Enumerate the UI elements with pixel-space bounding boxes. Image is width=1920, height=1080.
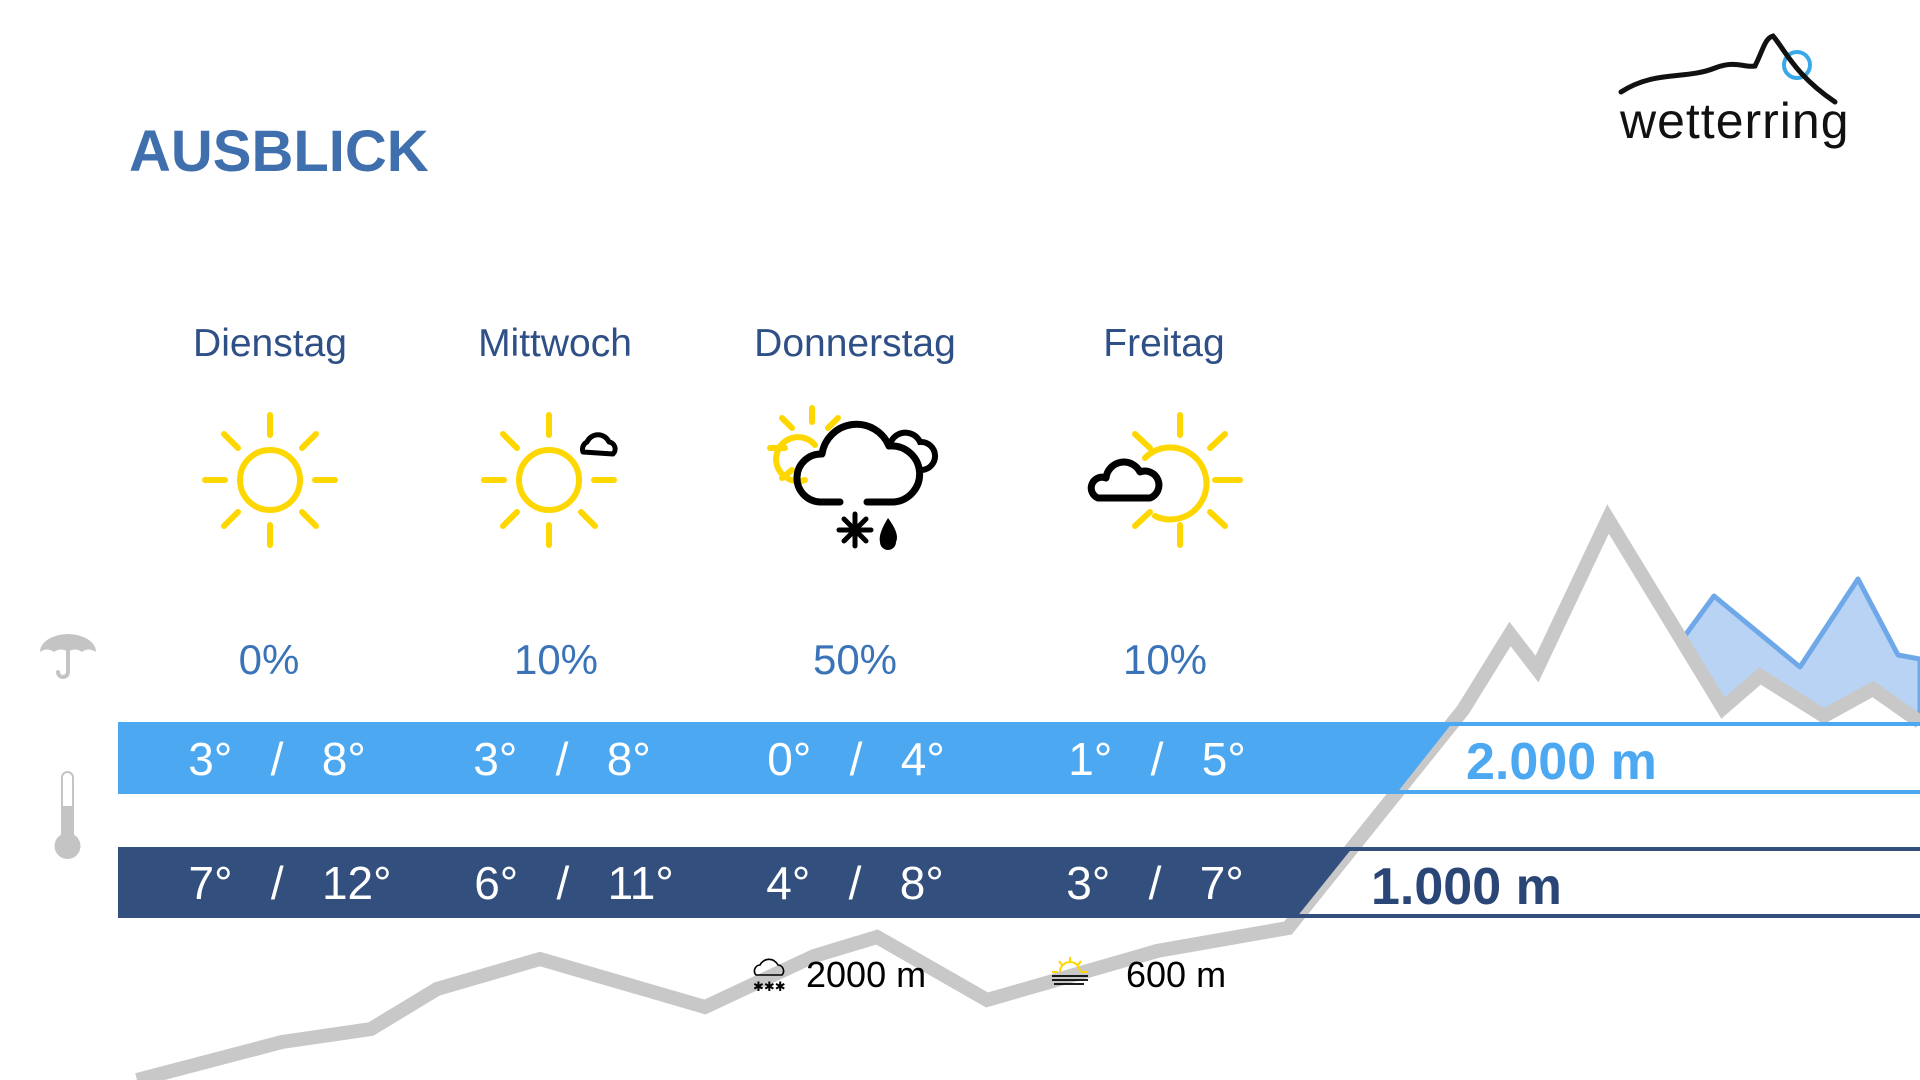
temp-2000: 1° / 5° — [997, 732, 1317, 786]
mountain-line — [135, 504, 1920, 1080]
temp-2000: 3° / 8° — [117, 732, 437, 786]
temp-min: 3° — [188, 733, 233, 785]
precip-value: 0% — [238, 636, 300, 683]
precip-value: 10% — [1122, 636, 1208, 683]
temp-max: 8° — [321, 733, 366, 785]
temp-2000: 3° / 8° — [402, 732, 722, 786]
altitude-label-1000: 1.000 m — [1371, 858, 1562, 916]
temp-separator: / — [556, 857, 570, 909]
fog-line-value: 600 m — [1126, 954, 1227, 995]
temp-min: 1° — [1068, 733, 1113, 785]
sun-small-cloud-icon — [481, 412, 618, 548]
logo-text: wetterring — [1620, 93, 1850, 149]
band-2000-fill — [118, 722, 1453, 794]
temp-min: 4° — [766, 857, 811, 909]
temp-min: 7° — [188, 857, 233, 909]
temp-separator: / — [555, 733, 569, 785]
temp-separator: / — [849, 733, 863, 785]
day-name: Mittwoch — [478, 322, 632, 365]
sun-cloud-icon — [1087, 412, 1243, 548]
snow-cloud-icon: ✱✱✱ — [753, 958, 786, 993]
temp-max: 8° — [899, 857, 944, 909]
temp-1000: 7° / 12° — [130, 856, 450, 910]
temp-min: 3° — [473, 733, 518, 785]
sun-icon — [202, 412, 338, 548]
temp-2000: 0° / 4° — [696, 732, 1016, 786]
day-name: Dienstag — [193, 322, 347, 365]
day-name: Donnerstag — [754, 322, 956, 365]
temp-max: 11° — [607, 857, 674, 909]
temp-separator: / — [1148, 857, 1162, 909]
precip-value: 50% — [812, 636, 898, 683]
temp-1000: 4° / 8° — [695, 856, 1015, 910]
temp-min: 6° — [474, 857, 519, 909]
thermometer-icon — [54, 771, 81, 859]
temp-min: 0° — [767, 733, 812, 785]
band-1000-fill — [118, 847, 1353, 918]
temp-min: 3° — [1066, 857, 1111, 909]
snowline-value: 2000 m — [806, 954, 927, 995]
page-title: AUSBLICK — [129, 119, 429, 184]
cloud-snow-rain-icon — [767, 405, 939, 550]
temp-separator: / — [848, 857, 862, 909]
temp-max: 8° — [606, 733, 651, 785]
sun-fog-icon — [1052, 957, 1088, 985]
temp-separator: / — [1150, 733, 1164, 785]
umbrella-icon — [40, 634, 96, 679]
temp-1000: 3° / 7° — [995, 856, 1315, 910]
day-name: Freitag — [1103, 322, 1225, 365]
temp-max: 5° — [1201, 733, 1246, 785]
temp-max: 7° — [1199, 857, 1244, 909]
temp-separator: / — [270, 733, 284, 785]
precip-value: 10% — [513, 636, 599, 683]
altitude-label-2000: 2.000 m — [1466, 733, 1657, 791]
temp-1000: 6° / 11° — [414, 856, 734, 910]
temp-separator: / — [270, 857, 284, 909]
temp-max: 4° — [900, 733, 945, 785]
wetterring-logo-mountain-icon — [1618, 33, 1838, 105]
temp-max: 12° — [321, 857, 392, 909]
svg-text:✱✱✱: ✱✱✱ — [753, 980, 786, 993]
